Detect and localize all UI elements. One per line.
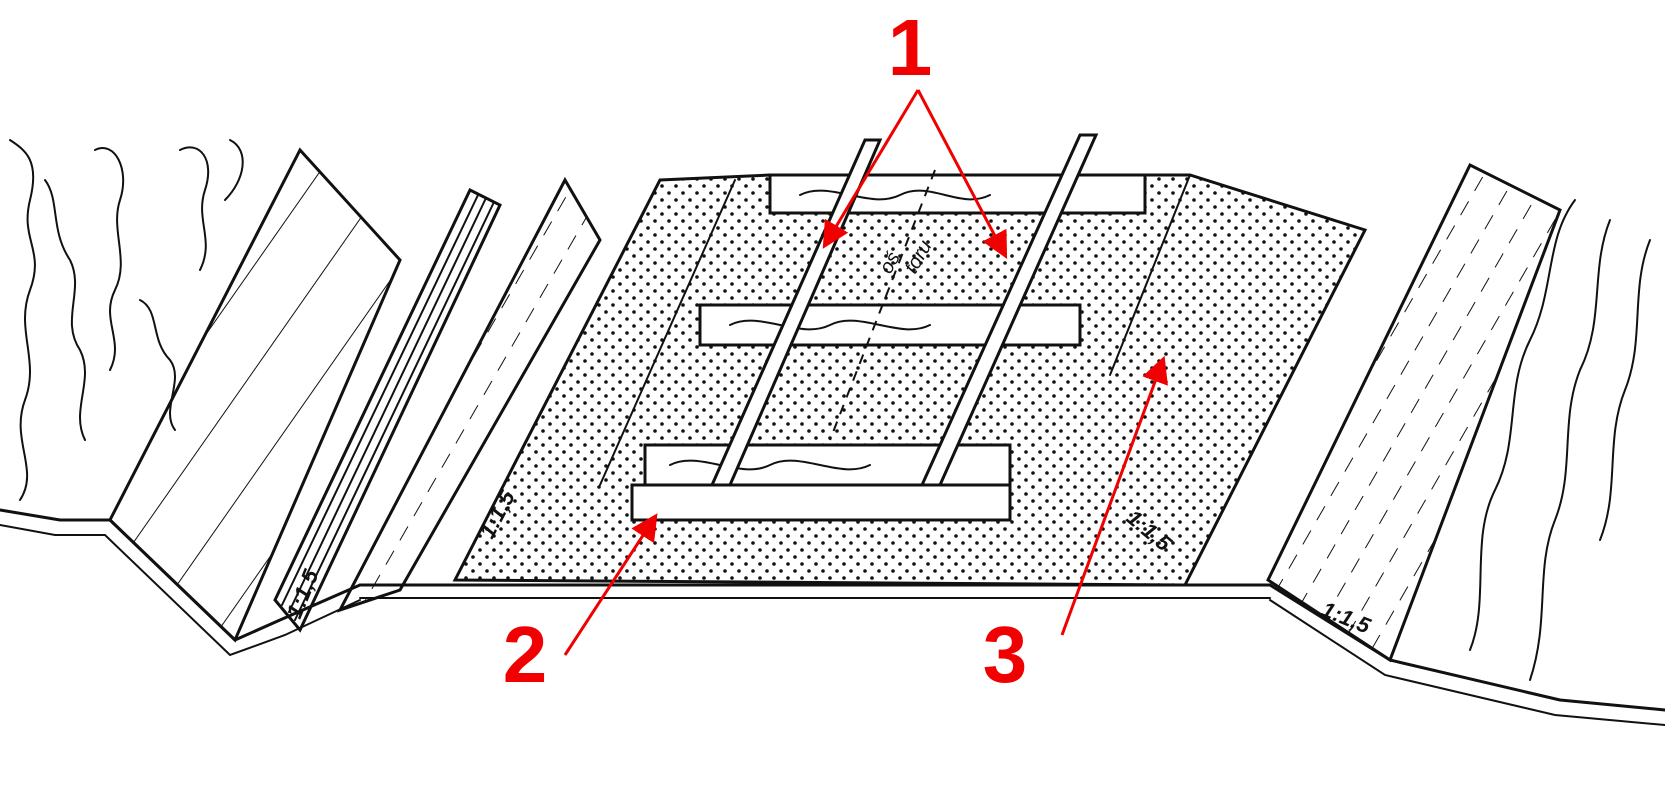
left-embankment xyxy=(0,147,602,657)
callout-2-arrow xyxy=(563,513,658,656)
callout-1: 1 xyxy=(822,3,1008,259)
callout-3-number: 3 xyxy=(983,610,1028,699)
callout-3-arrow xyxy=(1060,355,1168,636)
right-embankment xyxy=(1266,162,1665,726)
callout-1-arrow-left xyxy=(822,89,920,249)
right-vegetation xyxy=(1469,199,1651,681)
callout-1-arrow-right xyxy=(916,89,1008,259)
callout-2: 2 xyxy=(503,513,658,699)
sleepers xyxy=(630,173,1147,522)
left-vegetation xyxy=(9,139,244,501)
sleeper-top xyxy=(768,173,1147,215)
callout-2-number: 2 xyxy=(503,610,548,699)
rail-right xyxy=(919,133,1099,487)
callout-3: 3 xyxy=(983,355,1168,699)
concrete-slab xyxy=(630,483,1012,522)
callout-1-number: 1 xyxy=(888,3,933,92)
ground-line xyxy=(358,583,1272,599)
sleeper-middle xyxy=(698,303,1082,347)
